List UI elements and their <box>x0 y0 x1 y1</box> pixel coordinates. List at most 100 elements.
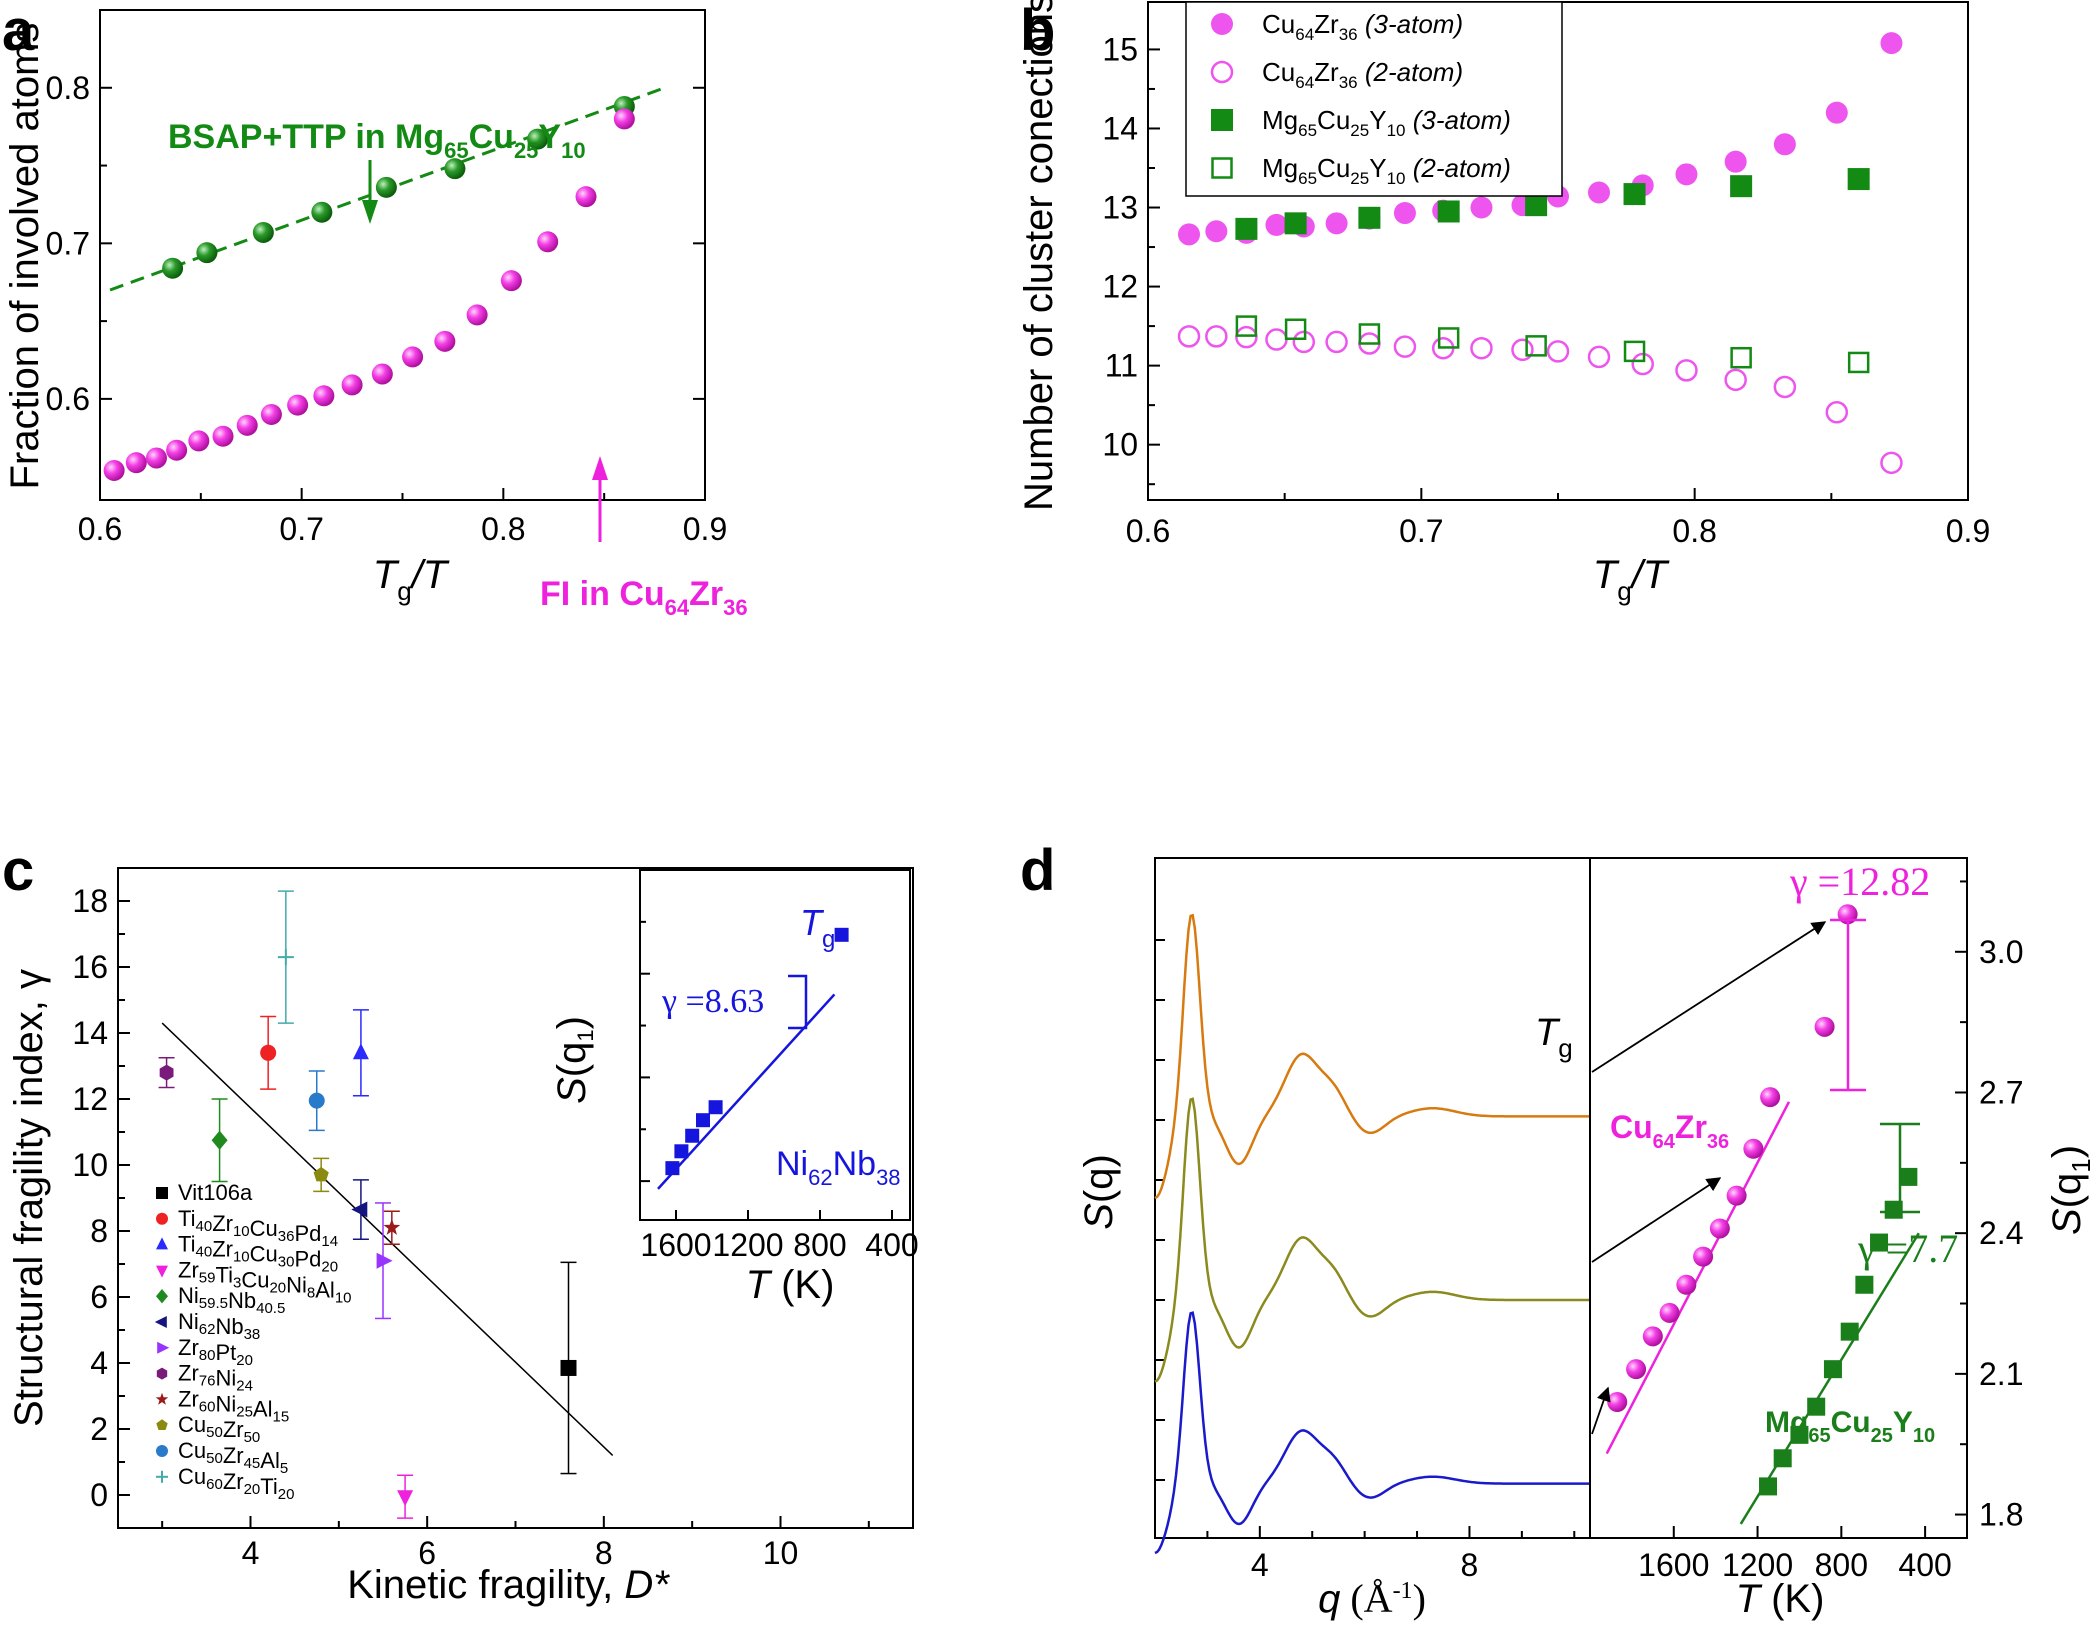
data-point <box>1292 330 1316 354</box>
panel-b-series <box>1177 32 1903 475</box>
legend-label: Ni62Nb38 <box>178 1309 260 1343</box>
panel-d: d 4 8 1600 1200 800 400 1.8 2.1 2.4 2.7 3.0 q (Å-1… <box>1020 838 2096 1621</box>
data-point <box>1265 213 1288 236</box>
data-point-cu50zr45al5 <box>308 1070 325 1132</box>
data-point-zr76ni24 <box>158 1057 175 1089</box>
inset-point <box>834 927 849 942</box>
data-point-zr59ti3cu20ni8al10 <box>397 1474 414 1519</box>
data-point-cu <box>1760 1087 1781 1108</box>
data-point <box>1205 325 1228 348</box>
data-marker <box>155 1392 169 1405</box>
tick-label: 8 <box>90 1213 108 1249</box>
panel-d-arrow-1 <box>1591 921 1827 1073</box>
data-point-green <box>196 242 218 264</box>
tick-label: 10 <box>763 1535 799 1571</box>
tick-label: 12 <box>1102 269 1138 305</box>
inset-point <box>674 1144 689 1159</box>
data-point-mg <box>1790 1425 1809 1444</box>
legend-label: Cu50Zr50 <box>178 1412 260 1446</box>
data-marker <box>308 1092 325 1109</box>
panel-a-magenta-label: FI in Cu64Zr36 <box>540 575 748 620</box>
tick-label: 0.9 <box>683 511 727 547</box>
legend-label: Mg65Cu25Y10 (2-atom) <box>1262 153 1511 188</box>
data-point-magenta <box>236 414 258 436</box>
data-point <box>1773 133 1796 156</box>
legend-label: Zr60Ni25Al15 <box>178 1386 289 1425</box>
data-marker <box>376 1252 393 1269</box>
tick-label: 16 <box>72 949 108 985</box>
data-point <box>1235 325 1258 349</box>
data-point-mg <box>1899 1167 1918 1186</box>
tick-label: 1200 <box>712 1227 783 1263</box>
tick-label: 6 <box>418 1535 436 1571</box>
inset-point <box>696 1113 710 1128</box>
data-point <box>1525 335 1547 357</box>
data-point-ti40zr10cu30pd20 <box>352 1009 369 1097</box>
data-marker <box>156 1445 168 1457</box>
tick-label: 800 <box>793 1227 846 1263</box>
data-point-cu50zr50 <box>313 1157 330 1193</box>
panel-d-xlabel-right: T (K) <box>1736 1577 1825 1621</box>
data-point-magenta <box>287 394 309 416</box>
data-point-mg <box>1823 1360 1842 1379</box>
data-marker <box>383 1218 401 1235</box>
tick-label: 0.6 <box>1126 513 1170 549</box>
data-point-zr80pt20 <box>375 1202 393 1320</box>
data-point <box>1724 368 1747 392</box>
data-point-ti40zr10cu36pd14 <box>260 1015 277 1090</box>
data-point-mg <box>1840 1322 1859 1341</box>
data-marker <box>260 1044 277 1061</box>
legend-label: Ti40Zr10Cu30Pd20 <box>178 1232 338 1276</box>
data-point-mg <box>1870 1233 1889 1252</box>
data-marker <box>211 1130 228 1150</box>
panel-d-gamma-mg-bracket <box>1880 1122 1920 1214</box>
panel-d-mg-fit <box>1739 1232 1920 1525</box>
data-point <box>1284 318 1307 341</box>
tick-label: 0.6 <box>78 511 122 547</box>
data-point <box>1880 32 1903 55</box>
panel-c-inset-xlabel: T (K) <box>746 1263 835 1307</box>
panel-d-arrow-3 <box>1591 1386 1611 1435</box>
sq-curve-middle <box>1154 1097 1589 1383</box>
data-point-mg <box>1759 1477 1778 1496</box>
data-point <box>1847 168 1870 191</box>
panel-c: c 4 6 8 10 0 2 4 6 8 10 12 14 16 18 Structural fragil… <box>2 838 919 1607</box>
tick-label: 4 <box>1251 1547 1269 1583</box>
data-point <box>1470 196 1493 219</box>
data-point <box>1358 323 1381 345</box>
data-point <box>1724 150 1747 173</box>
panel-b-legend <box>1185 1 1563 197</box>
panel-a-ylabel: Fraction of involved atoms <box>3 23 47 490</box>
data-point-mg <box>1884 1200 1903 1219</box>
data-point <box>1880 451 1903 475</box>
legend-label: Cu64Zr36 (2-atom) <box>1262 57 1463 92</box>
sq-curve-lower <box>1154 1311 1589 1555</box>
panel-a: a 0.6 0.7 0.8 0.9 0.6 0.7 0.8 Fraction of invo… <box>2 0 748 620</box>
legend-label: Cu50Zr45Al5 <box>178 1438 288 1477</box>
data-point <box>1825 101 1848 124</box>
data-point <box>1847 351 1870 374</box>
data-point-cu <box>1626 1359 1647 1380</box>
data-marker <box>156 1212 168 1225</box>
legend-marker <box>1211 13 1233 35</box>
panel-d-letter: d <box>1020 838 1055 903</box>
data-point-magenta <box>313 385 335 407</box>
data-point-cu <box>1642 1326 1663 1347</box>
data-point-magenta <box>575 186 597 208</box>
inset-point <box>665 1161 680 1176</box>
data-marker <box>156 1265 168 1278</box>
panel-d-ylabel-right: S(q1) <box>2045 1145 2096 1235</box>
data-point <box>1437 327 1460 349</box>
data-point-vit106a <box>560 1261 577 1475</box>
tick-label: 400 <box>865 1227 918 1263</box>
data-point-magenta <box>402 346 424 368</box>
data-point <box>1235 217 1258 240</box>
legend-label: Cu64Zr36 (3-atom) <box>1262 9 1463 44</box>
panel-a-magenta-series <box>103 108 635 481</box>
tick-label: 10 <box>72 1147 108 1183</box>
data-point-mg <box>1807 1397 1826 1416</box>
data-marker <box>397 1490 414 1507</box>
panel-c-letter: c <box>2 838 34 903</box>
data-marker <box>277 949 294 966</box>
